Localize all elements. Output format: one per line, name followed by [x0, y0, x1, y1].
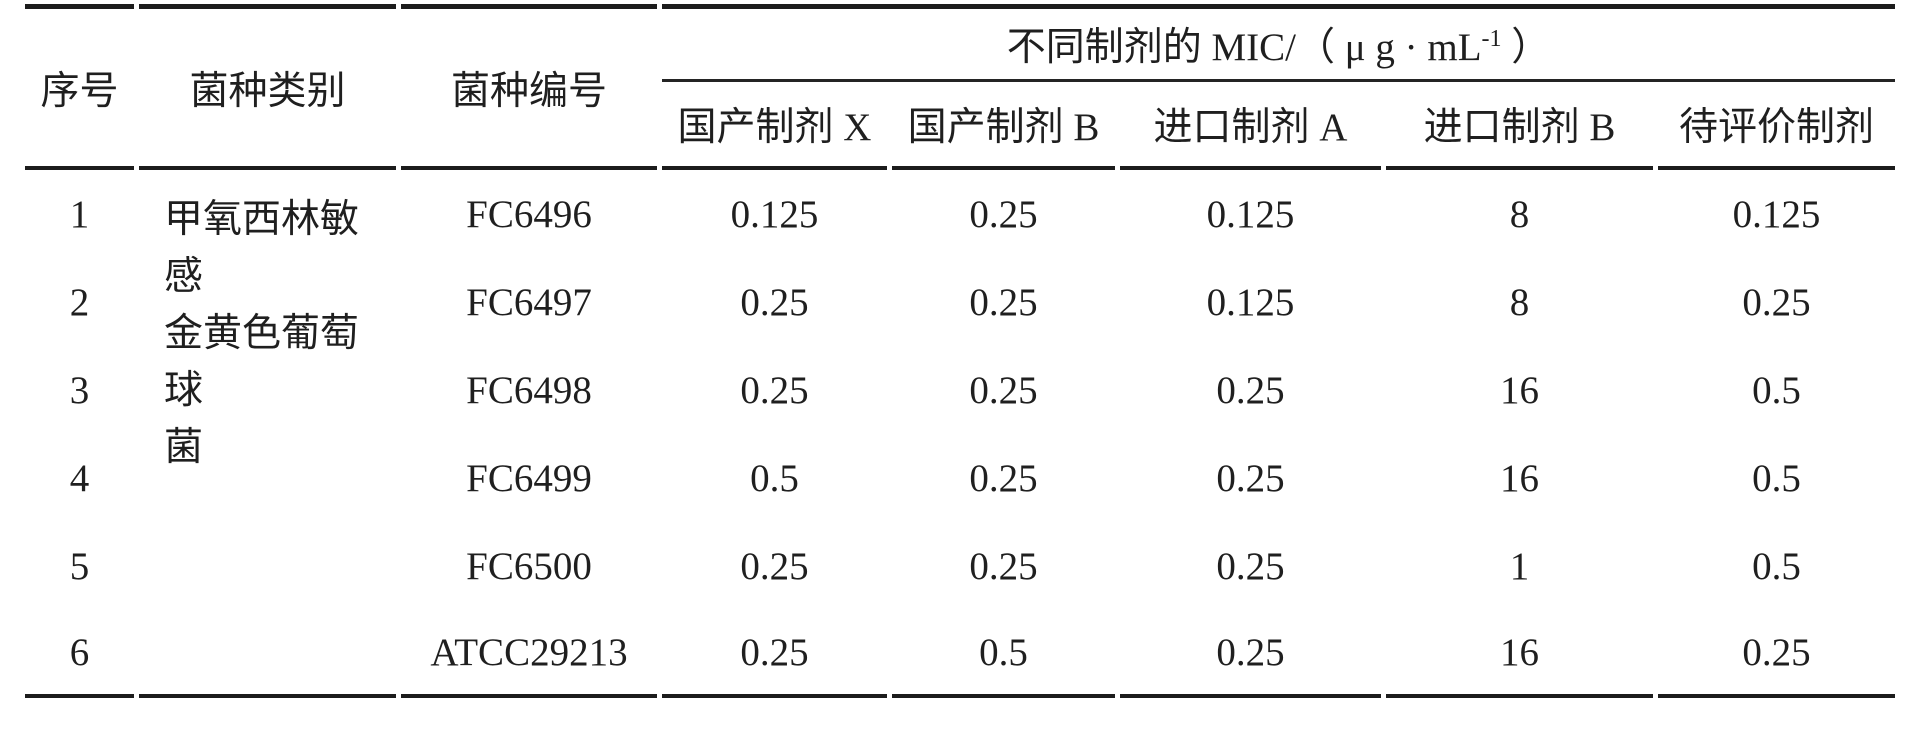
- mic-value-cell: 0.25: [1742, 280, 1811, 324]
- mic-value-cell: 8: [1509, 280, 1530, 324]
- strain-code-cell: FC6499: [466, 456, 592, 500]
- table-row: 4 FC6499 0.5 0.25 0.25 16 0.5: [25, 434, 1895, 522]
- mic-value-cell: 0.25: [1216, 368, 1285, 412]
- mic-unit-superscript: -1: [1481, 26, 1502, 52]
- column-header-seq: 序号: [25, 4, 134, 170]
- table-row: 6 ATCC29213 0.25 0.5 0.25 16 0.25: [25, 610, 1895, 698]
- mic-table: 序号 菌种类别 菌种编号 不同制剂的 MIC/（ μ g · mL-1 ） 国产…: [20, 4, 1900, 698]
- subheader-imported-a: 进口制剂 A: [1120, 82, 1381, 170]
- mic-value-cell: 0.25: [1120, 610, 1381, 698]
- column-header-strain-category: 菌种类别: [139, 4, 396, 170]
- subheader-imported-b: 进口制剂 B: [1386, 82, 1653, 170]
- row-number-cell: 4: [69, 456, 90, 500]
- mic-value-cell: 0.5: [1752, 544, 1801, 588]
- mic-value-cell: 0.5: [892, 610, 1115, 698]
- strain-category-cell: 甲氧西林敏感 金黄色葡萄球 菌: [139, 170, 396, 698]
- strain-category-line: 菌: [164, 426, 204, 469]
- table-row: 3 FC6498 0.25 0.25 0.25 16 0.5: [25, 346, 1895, 434]
- mic-value-cell: 1: [1509, 544, 1530, 588]
- mic-value-cell: 0.125: [1206, 192, 1295, 236]
- strain-code-cell: FC6500: [466, 544, 592, 588]
- mic-group-label-close: ）: [1501, 26, 1551, 69]
- mic-group-label: 不同制剂的 MIC/（ μ g · mL: [1006, 26, 1482, 69]
- header-row-group: 序号 菌种类别 菌种编号 不同制剂的 MIC/（ μ g · mL-1 ）: [25, 4, 1895, 170]
- header-row-sub: 国产制剂 X 国产制剂 B 进口制剂 A 进口制剂 B 待评价制剂: [25, 82, 1895, 170]
- mic-value-cell: 0.5: [1752, 456, 1801, 500]
- table-row: 2 FC6497 0.25 0.25 0.125 8 0.25: [25, 258, 1895, 346]
- mic-value-cell: 0.25: [740, 368, 809, 412]
- mic-value-cell: 0.25: [969, 456, 1038, 500]
- strain-code-cell: FC6496: [466, 192, 592, 236]
- mic-value-cell: 0.5: [1752, 368, 1801, 412]
- mic-value-cell: 8: [1509, 192, 1530, 236]
- column-group-header-mic: 不同制剂的 MIC/（ μ g · mL-1 ）: [662, 4, 1895, 82]
- mic-value-cell: 0.25: [740, 280, 809, 324]
- mic-value-cell: 0.25: [969, 280, 1038, 324]
- strain-category-line: 甲氧西林敏感: [164, 198, 360, 298]
- subheader-domestic-x: 国产制剂 X: [662, 82, 887, 170]
- table-row: 5 FC6500 0.25 0.25 0.25 1 0.5: [25, 522, 1895, 610]
- strain-code-cell: ATCC29213: [401, 610, 657, 698]
- mic-value-cell: 0.25: [969, 192, 1038, 236]
- row-number-cell: 1: [69, 192, 90, 236]
- strain-code-cell: FC6498: [466, 368, 592, 412]
- subheader-domestic-b: 国产制剂 B: [892, 82, 1115, 170]
- mic-value-cell: 0.125: [730, 192, 819, 236]
- mic-value-cell: 0.25: [1216, 456, 1285, 500]
- strain-code-cell: FC6497: [466, 280, 592, 324]
- table-row: 1 甲氧西林敏感 金黄色葡萄球 菌 FC6496 0.125 0.25 0.12…: [25, 170, 1895, 698]
- mic-value-cell: 0.25: [1658, 610, 1895, 698]
- mic-value-cell: 0.25: [740, 544, 809, 588]
- mic-value-cell: 0.25: [969, 368, 1038, 412]
- subheader-evaluated: 待评价制剂: [1658, 82, 1895, 170]
- mic-value-cell: 0.5: [750, 456, 799, 500]
- mic-value-cell: 0.125: [1206, 280, 1295, 324]
- mic-value-cell: 16: [1500, 368, 1539, 412]
- mic-value-cell: 0.25: [662, 610, 887, 698]
- page: 序号 菌种类别 菌种编号 不同制剂的 MIC/（ μ g · mL-1 ） 国产…: [20, 4, 1900, 698]
- row-number-cell: 6: [25, 610, 134, 698]
- strain-category-line: 金黄色葡萄球: [164, 312, 360, 412]
- mic-value-cell: 16: [1386, 610, 1653, 698]
- mic-value-cell: 0.25: [969, 544, 1038, 588]
- row-number-cell: 3: [69, 368, 90, 412]
- column-header-strain-code: 菌种编号: [401, 4, 657, 170]
- row-number-cell: 5: [69, 544, 90, 588]
- mic-value-cell: 0.125: [1732, 192, 1821, 236]
- row-number-cell: 2: [69, 280, 90, 324]
- mic-value-cell: 0.25: [1216, 544, 1285, 588]
- mic-value-cell: 16: [1500, 456, 1539, 500]
